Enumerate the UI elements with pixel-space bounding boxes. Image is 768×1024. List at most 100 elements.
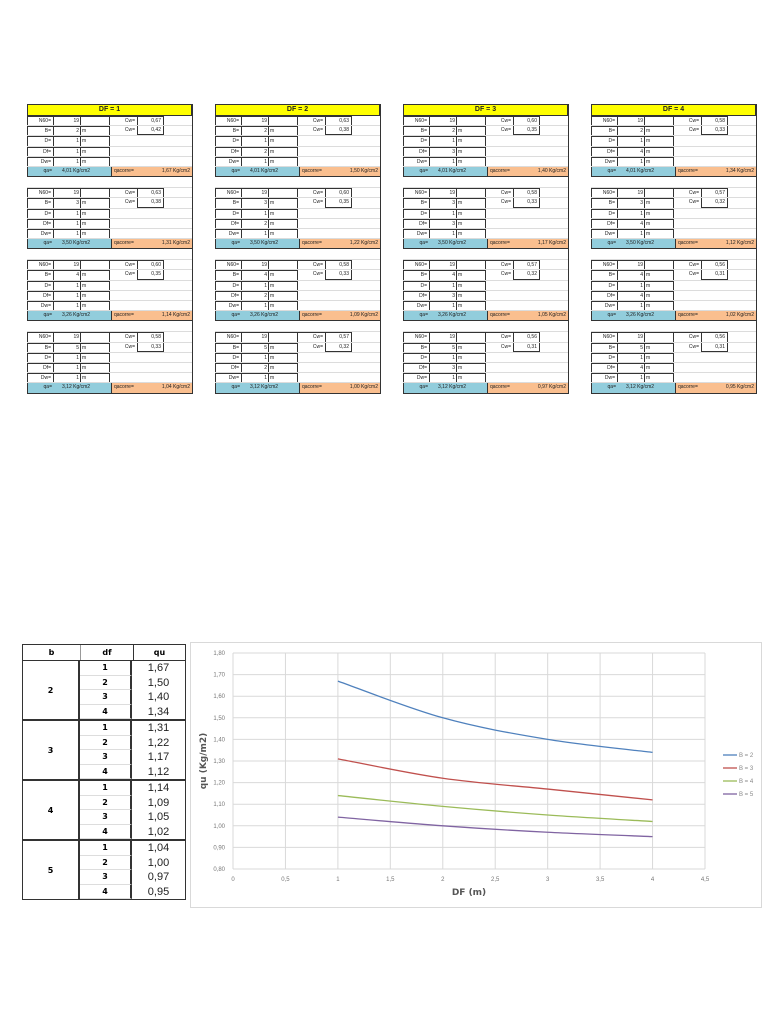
value-qacorr: 1,34 Kg/cm2 <box>725 167 754 174</box>
qacorr-cell: qacorre= 1,22 Kg/cm2 <box>299 239 380 249</box>
label-qacorr: qacorre= <box>302 312 322 319</box>
empty-cell <box>644 332 674 342</box>
table-row: 4 1,12 <box>80 764 185 779</box>
row-n60: N60= 19 Cw= 0,58 <box>215 260 380 271</box>
value-b: 5 <box>617 342 644 352</box>
qa-cell: qa= 3,26 Kg/cm2 <box>591 311 675 321</box>
series-line-b3 <box>337 758 653 801</box>
unit-m: m <box>268 373 298 383</box>
row-dw: Dw= 1 m <box>591 301 756 312</box>
label-b: B= <box>403 198 429 208</box>
value-cw1: 0,60 <box>513 116 540 126</box>
unit-m: m <box>80 270 110 280</box>
value-d: 1 <box>617 352 644 362</box>
calc-group: N60= 19 Cw= 0,58 B= 2 m Cw= 0,33 D= 1 m <box>591 116 756 178</box>
value-n60: 19 <box>53 260 80 270</box>
label-df: Df= <box>403 218 429 228</box>
unit-m: m <box>456 208 486 218</box>
y-tick-label: 1,80 <box>213 651 225 657</box>
label-n60: N60= <box>591 332 617 342</box>
cell-qu: 1,67 <box>147 662 170 674</box>
row-result: qa= 3,26 Kg/cm2 qacorre= 1,09 Kg/cm2 <box>215 311 380 322</box>
unit-m: m <box>644 362 674 373</box>
qacorr-cell: qacorre= 1,50 Kg/cm2 <box>299 166 380 177</box>
row-result: qa= 3,12 Kg/cm2 qacorre= 0,97 Kg/cm2 <box>403 383 568 394</box>
value-df: 1 <box>53 146 80 156</box>
value-d: 1 <box>429 208 456 218</box>
spacer-row <box>591 177 756 189</box>
label-qacorr: qacorre= <box>302 384 322 391</box>
value-b: 5 <box>53 342 80 352</box>
value-dw: 1 <box>429 156 456 166</box>
value-n60: 19 <box>617 116 644 126</box>
row-df: Df= 4 m <box>591 146 756 157</box>
label-b: B= <box>403 342 429 352</box>
value-n60: 19 <box>429 260 456 270</box>
row-result: qa= 4,01 Kg/cm2 qacorre= 1,50 Kg/cm2 <box>215 166 380 178</box>
row-d: D= 1 m <box>27 280 192 291</box>
label-n60: N60= <box>215 332 241 342</box>
row-n60: N60= 19 Cw= 0,58 <box>403 188 568 199</box>
value-b: 2 <box>429 126 456 136</box>
row-d: D= 1 m <box>591 136 756 147</box>
unit-m: m <box>80 198 110 208</box>
row-df: Df= 1 m <box>27 362 192 374</box>
qa-cell: qa= 3,12 Kg/cm2 <box>403 383 487 393</box>
label-qa: qa= <box>231 167 240 174</box>
value-cw2: 0,35 <box>513 126 540 136</box>
label-cw: Cw= <box>298 116 325 125</box>
label-qacorr: qacorre= <box>114 167 134 174</box>
label-dw: Dw= <box>27 228 53 239</box>
row-result: qa= 3,50 Kg/cm2 qacorre= 1,17 Kg/cm2 <box>403 239 568 250</box>
unit-m: m <box>456 136 486 146</box>
unit-m: m <box>644 373 674 383</box>
table-row: 1 1,67 <box>80 661 185 676</box>
value-cw1: 0,58 <box>513 188 540 198</box>
value-d: 1 <box>53 352 80 362</box>
qacorr-cell: qacorre= 1,40 Kg/cm2 <box>487 166 568 177</box>
x-tick-label: 0,5 <box>281 877 290 883</box>
calc-group: N60= 19 Cw= 0,56 B= 5 m Cw= 0,31 D= 1 m <box>591 332 756 394</box>
value-df: 1 <box>53 290 80 300</box>
value-n60: 19 <box>429 116 456 126</box>
y-tick-label: 1,70 <box>213 673 225 679</box>
cell-df: 1 <box>80 721 132 736</box>
value-qacorr: 1,50 Kg/cm2 <box>349 167 378 174</box>
value-dw: 1 <box>53 301 80 311</box>
cell-qu: 1,40 <box>147 691 170 703</box>
label-b: B= <box>591 126 617 136</box>
label-n60: N60= <box>403 188 429 198</box>
header-qu: qu <box>153 648 166 657</box>
spacer-row <box>27 321 192 333</box>
cell-b: 4 <box>23 781 80 839</box>
cell-df: 4 <box>80 764 132 779</box>
empty-cell <box>644 188 674 198</box>
row-result: qa= 3,26 Kg/cm2 qacorre= 1,02 Kg/cm2 <box>591 311 756 322</box>
value-cw2: 0,42 <box>137 126 164 136</box>
label-qa: qa= <box>419 384 428 391</box>
unit-m: m <box>268 218 298 228</box>
label-qacorr: qacorre= <box>678 240 698 247</box>
row-b: B= 3 m Cw= 0,35 <box>215 198 380 209</box>
row-n60: N60= 19 Cw= 0,60 <box>403 116 568 127</box>
unit-m: m <box>268 136 298 146</box>
unit-m: m <box>268 290 298 300</box>
value-qacorr: 1,04 Kg/cm2 <box>161 384 190 391</box>
label-cw: Cw= <box>500 199 511 206</box>
value-df: 2 <box>241 218 268 228</box>
spacer-row <box>215 177 380 189</box>
value-cw1: 0,60 <box>325 188 352 198</box>
label-qacorr: qacorre= <box>302 167 322 174</box>
row-dw: Dw= 1 m <box>403 156 568 167</box>
label-d: D= <box>27 208 53 218</box>
value-dw: 1 <box>617 301 644 311</box>
row-dw: Dw= 1 m <box>591 373 756 384</box>
label-cw: Cw= <box>688 343 699 350</box>
series-line-b5 <box>337 816 653 838</box>
value-df: 4 <box>617 362 644 373</box>
label-n60: N60= <box>591 188 617 198</box>
y-tick-label: 1,30 <box>213 759 225 765</box>
value-cw1: 0,56 <box>701 332 728 342</box>
qu-vs-df-chart: 0,80 0,90 1,00 1,10 1,20 1,30 1,40 1,50 1,60 1,70… <box>190 642 762 908</box>
row-result: qa= 3,50 Kg/cm2 qacorre= 1,12 Kg/cm2 <box>591 239 756 250</box>
